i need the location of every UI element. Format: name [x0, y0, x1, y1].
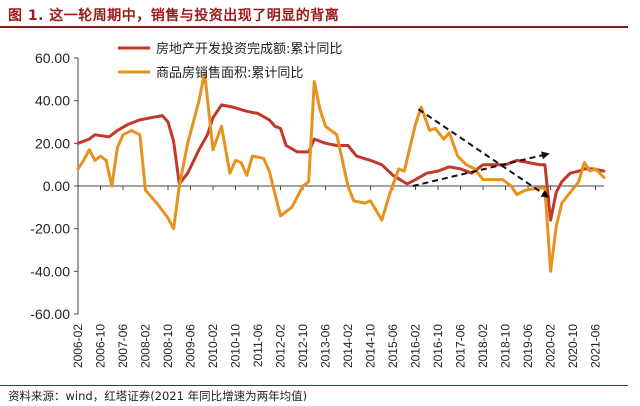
title-rule	[0, 26, 628, 28]
x-tick-label: 2009-06	[184, 324, 198, 368]
x-tick-label: 2006-10	[94, 324, 108, 368]
series-layer	[76, 71, 606, 273]
x-tick-label: 2020-10	[566, 324, 580, 368]
y-tick-label: -40.00	[30, 263, 70, 279]
x-tick-label: 2017-06	[454, 324, 468, 368]
x-tick-label: 2015-06	[386, 324, 400, 368]
x-tick-label: 2021-06	[589, 324, 603, 368]
bottom-rule	[0, 385, 628, 386]
x-tick-label: 2013-06	[319, 324, 333, 368]
x-tick-label: 2018-10	[499, 324, 513, 368]
y-tick-label: 60.00	[35, 50, 70, 66]
x-tick-label: 2016-02	[409, 324, 423, 368]
line-chart: 60.0040.0020.000.00-20.00-40.00-60.00200…	[30, 41, 606, 368]
x-tick-label: 2011-06	[251, 324, 265, 367]
x-tick-label: 2010-10	[229, 324, 243, 368]
y-tick-label: 0.00	[43, 178, 70, 194]
series-line-investment	[76, 103, 606, 222]
trend-arrow-2	[412, 151, 550, 187]
x-tick-label: 2010-02	[206, 324, 220, 368]
legend-label: 商品房销售面积:累计同比	[156, 65, 303, 81]
x-tick-label: 2016-10	[431, 324, 445, 368]
axes: 60.0040.0020.000.00-20.00-40.00-60.00200…	[30, 50, 604, 368]
y-tick-label: 20.00	[35, 135, 70, 151]
x-tick-label: 2008-10	[161, 324, 175, 368]
x-tick-label: 2008-02	[139, 324, 153, 368]
x-tick-label: 2012-02	[274, 324, 288, 368]
series-line-sales	[76, 71, 606, 273]
figure-title: 图 1. 这一轮周期中，销售与投资出现了明显的背离	[8, 8, 340, 24]
x-tick-label: 2014-10	[364, 324, 378, 368]
x-tick-label: 2014-02	[341, 324, 355, 368]
y-tick-label: 40.00	[35, 93, 70, 109]
x-tick-label: 2007-06	[116, 324, 130, 368]
x-tick-label: 2012-10	[296, 324, 310, 368]
x-tick-label: 2020-02	[544, 324, 558, 368]
x-tick-label: 2019-06	[521, 324, 535, 368]
annotation-layer	[412, 108, 550, 198]
x-tick-label: 2006-02	[71, 324, 85, 368]
x-tick-label: 2018-02	[476, 324, 490, 368]
y-tick-label: -20.00	[30, 221, 70, 237]
trend-arrow-1	[417, 108, 550, 198]
legend-label: 房地产开发投资完成额:累计同比	[156, 41, 342, 57]
y-tick-label: -60.00	[30, 306, 70, 322]
figure-source: 资料来源：wind，红塔证券(2021 年同比增速为两年均值)	[8, 389, 308, 403]
